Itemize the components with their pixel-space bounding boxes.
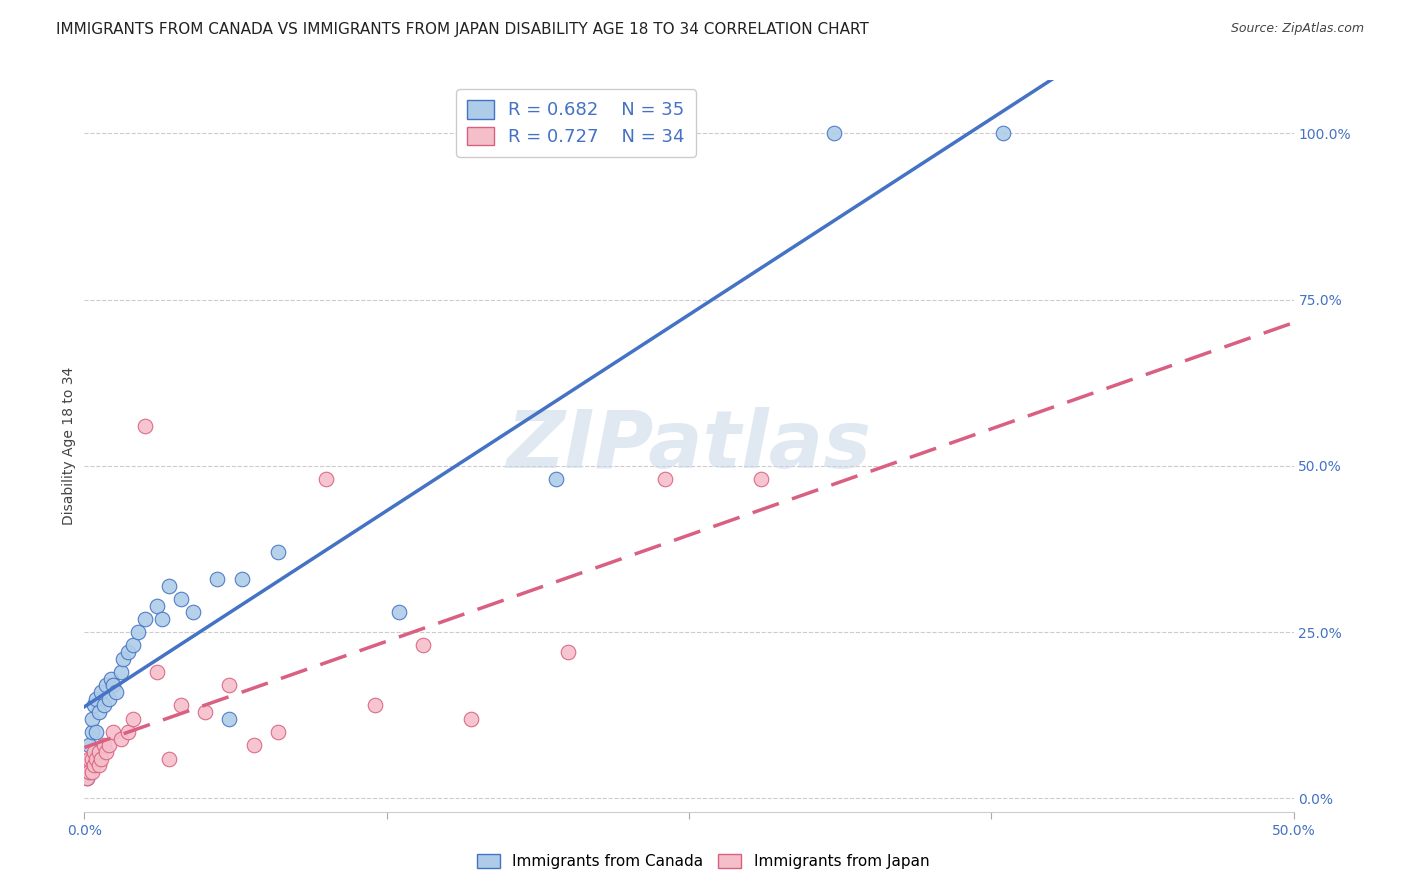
Point — [93, 738, 115, 752]
Point — [86, 725, 108, 739]
Point — [77, 751, 100, 765]
Point — [170, 698, 193, 713]
Text: IMMIGRANTS FROM CANADA VS IMMIGRANTS FROM JAPAN DISABILITY AGE 18 TO 34 CORRELAT: IMMIGRANTS FROM CANADA VS IMMIGRANTS FRO… — [56, 22, 869, 37]
Point — [315, 472, 337, 486]
Point — [97, 738, 120, 752]
Point — [87, 705, 110, 719]
Point — [86, 691, 108, 706]
Text: Source: ZipAtlas.com: Source: ZipAtlas.com — [1230, 22, 1364, 36]
Point — [90, 751, 112, 765]
Point — [93, 698, 115, 713]
Point — [77, 738, 100, 752]
Point — [134, 419, 156, 434]
Point — [751, 472, 773, 486]
Point — [100, 672, 122, 686]
Point — [388, 605, 411, 619]
Point — [76, 772, 98, 786]
Point — [121, 712, 143, 726]
Point — [181, 605, 204, 619]
Legend: R = 0.682    N = 35, R = 0.727    N = 34: R = 0.682 N = 35, R = 0.727 N = 34 — [456, 89, 696, 157]
Point — [218, 678, 240, 692]
Point — [146, 599, 169, 613]
Point — [117, 725, 139, 739]
Point — [112, 652, 135, 666]
Point — [267, 725, 290, 739]
Point — [993, 127, 1015, 141]
Point — [544, 472, 567, 486]
Point — [557, 645, 579, 659]
Point — [77, 764, 100, 779]
Point — [127, 625, 149, 640]
Point — [103, 678, 125, 692]
Point — [94, 745, 117, 759]
Point — [86, 751, 108, 765]
Point — [823, 127, 845, 141]
Legend: Immigrants from Canada, Immigrants from Japan: Immigrants from Canada, Immigrants from … — [471, 848, 935, 875]
Point — [104, 685, 127, 699]
Point — [76, 758, 98, 772]
Point — [146, 665, 169, 679]
Point — [94, 678, 117, 692]
Point — [80, 764, 103, 779]
Point — [77, 758, 100, 772]
Point — [412, 639, 434, 653]
Point — [267, 545, 290, 559]
Point — [218, 712, 240, 726]
Point — [157, 579, 180, 593]
Point — [103, 725, 125, 739]
Point — [90, 685, 112, 699]
Point — [83, 758, 105, 772]
Point — [76, 772, 98, 786]
Point — [80, 751, 103, 765]
Point — [134, 612, 156, 626]
Point — [80, 725, 103, 739]
Point — [194, 705, 217, 719]
Point — [363, 698, 385, 713]
Point — [83, 745, 105, 759]
Point — [460, 712, 482, 726]
Y-axis label: Disability Age 18 to 34: Disability Age 18 to 34 — [62, 367, 76, 525]
Point — [150, 612, 173, 626]
Point — [654, 472, 676, 486]
Text: ZIPatlas: ZIPatlas — [506, 407, 872, 485]
Point — [231, 572, 253, 586]
Point — [117, 645, 139, 659]
Point — [157, 751, 180, 765]
Point — [121, 639, 143, 653]
Point — [97, 691, 120, 706]
Point — [110, 665, 132, 679]
Point — [80, 712, 103, 726]
Point — [87, 758, 110, 772]
Point — [207, 572, 229, 586]
Point — [83, 698, 105, 713]
Point — [170, 591, 193, 606]
Point — [87, 745, 110, 759]
Point — [110, 731, 132, 746]
Point — [242, 738, 264, 752]
